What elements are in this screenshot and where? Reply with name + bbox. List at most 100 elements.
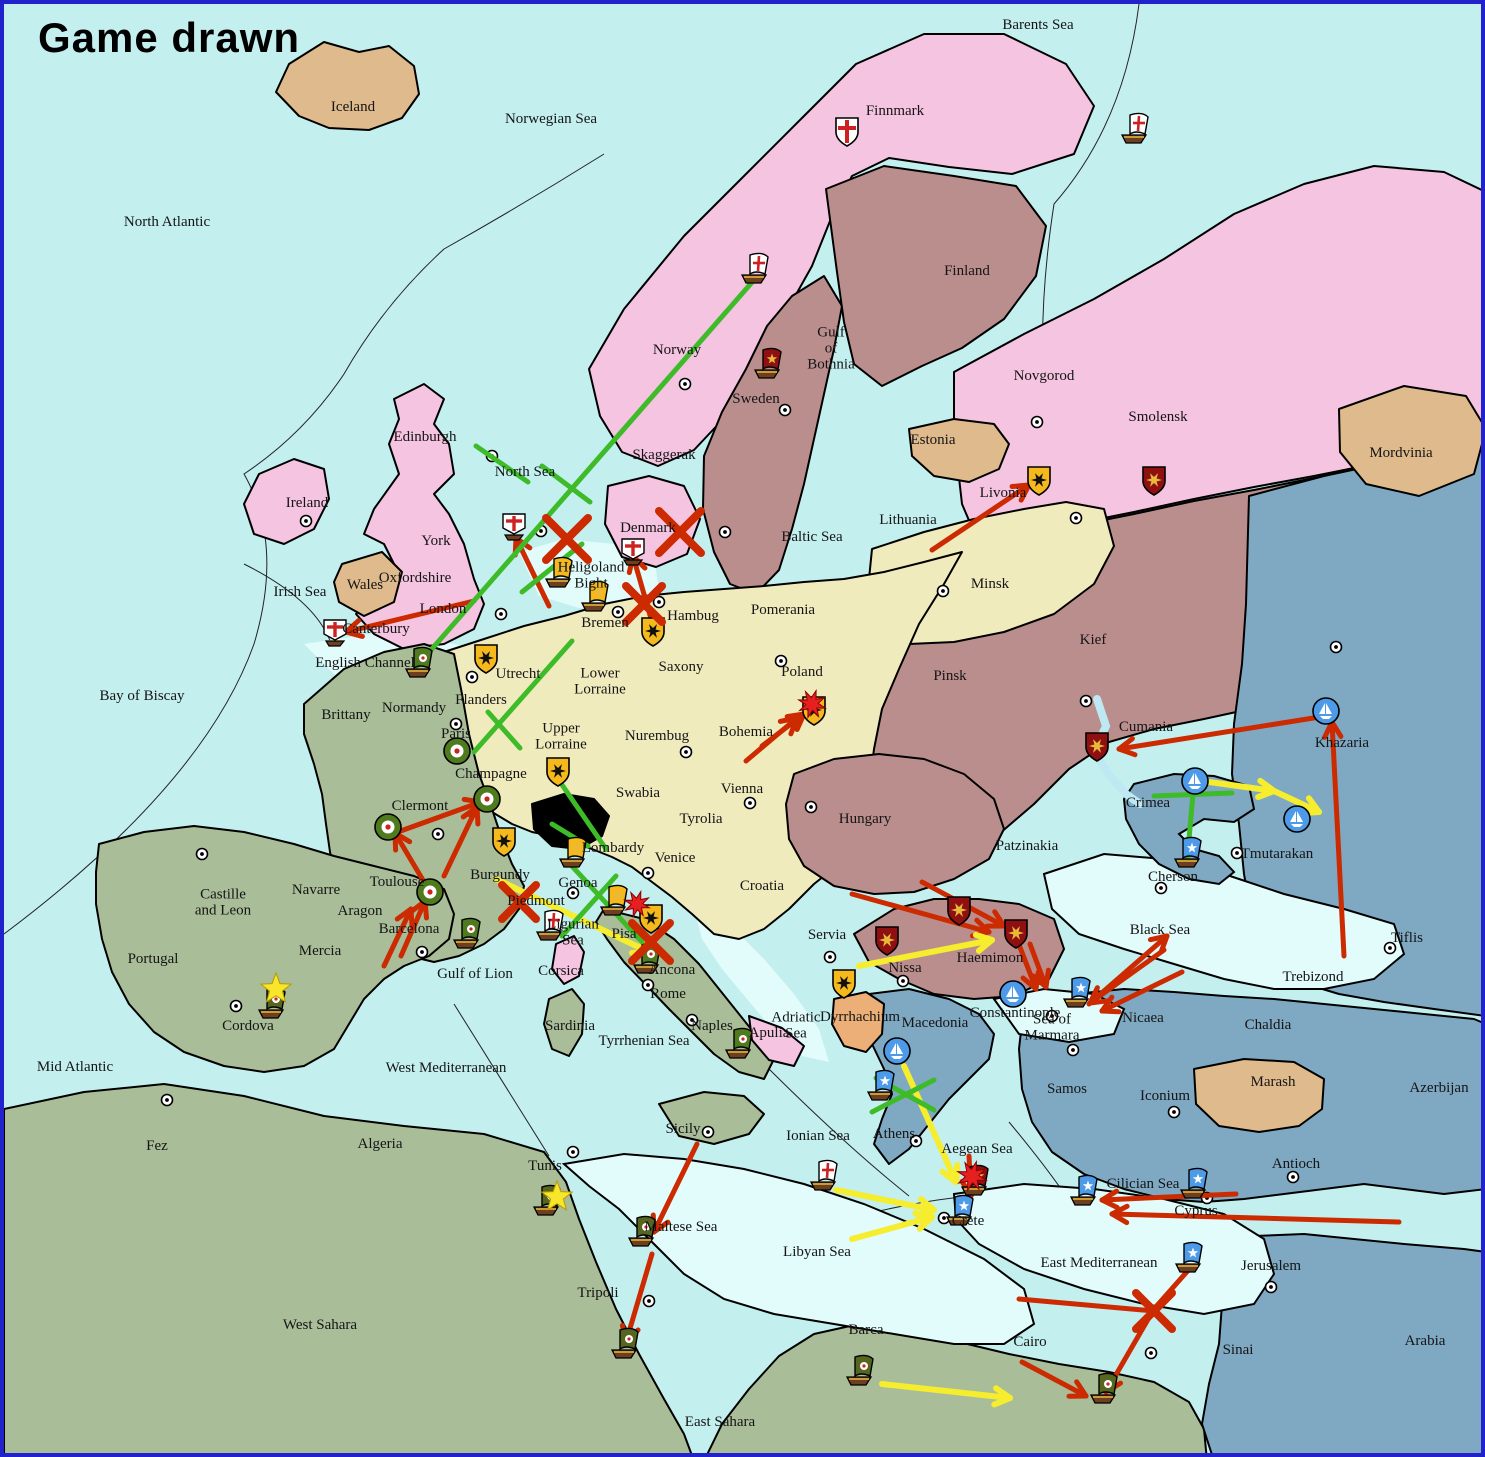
x-mark xyxy=(542,514,592,564)
turk-ship-unit xyxy=(945,1194,974,1226)
supply-center-dot xyxy=(678,377,692,391)
red-order-arrow xyxy=(929,482,1032,553)
egypt-ship-unit xyxy=(845,1354,874,1386)
germany-ship-unit xyxy=(580,580,609,612)
supply-center-dot xyxy=(679,745,693,759)
red-order-arrow xyxy=(1086,933,1170,1007)
supply-center-dot xyxy=(1066,1043,1080,1057)
red-order-arrow xyxy=(441,804,481,879)
red-order-arrow xyxy=(1322,719,1347,959)
mark-layer xyxy=(259,507,1176,1333)
byzantium-shield-unit xyxy=(1004,919,1028,949)
red-order-arrow xyxy=(1109,1203,1402,1226)
turk-roundel-unit xyxy=(1181,767,1209,795)
germany-shield-unit xyxy=(1027,466,1051,496)
region-dyrrhachium xyxy=(831,991,885,1053)
supply-center-dot xyxy=(431,827,445,841)
region-mordvinia xyxy=(1338,385,1481,497)
supply-center-dot xyxy=(909,1134,923,1148)
byzantium-shield-unit xyxy=(1142,466,1166,496)
burst-mark xyxy=(622,889,652,919)
supply-center-dot xyxy=(1079,694,1093,708)
green-order-arrow xyxy=(553,773,609,852)
green-order-arrow xyxy=(473,443,531,485)
supply-center-dot xyxy=(611,605,625,619)
red-order-arrow xyxy=(1116,713,1329,758)
france-roundel-unit xyxy=(473,785,501,813)
byzantium-shield-unit xyxy=(875,926,899,956)
green-order-arrow xyxy=(414,277,757,669)
supply-center-dot xyxy=(1167,1105,1181,1119)
region-ireland xyxy=(243,458,330,545)
france-roundel-unit xyxy=(374,813,402,841)
x-mark xyxy=(1132,1289,1176,1333)
supply-center-dot xyxy=(299,514,313,528)
green-order-arrow xyxy=(869,1077,937,1115)
germany-ship-unit xyxy=(544,556,573,588)
green-order-arrow xyxy=(539,463,593,505)
supply-center-dot xyxy=(566,1145,580,1159)
supply-center-dot xyxy=(1045,1009,1059,1023)
supply-center-dot xyxy=(652,595,666,609)
france-ship-unit xyxy=(724,1027,753,1059)
region-switzerland-black xyxy=(531,793,610,850)
germany-ship-unit xyxy=(558,836,587,868)
germany-shield-unit xyxy=(832,969,856,999)
region-iberia xyxy=(95,825,455,1073)
supply-center-dot xyxy=(449,717,463,731)
supply-center-dot xyxy=(1383,941,1397,955)
byzantium-shield-unit xyxy=(1085,732,1109,762)
unit-layer xyxy=(257,112,1340,1404)
supply-center-dot xyxy=(1264,1280,1278,1294)
yellow-order-arrow xyxy=(901,1063,961,1185)
supply-center-dot xyxy=(641,866,655,880)
supply-center-dot xyxy=(896,974,910,988)
supply-center-dot xyxy=(566,886,580,900)
supply-center-dot xyxy=(160,1093,174,1107)
france-ship-unit xyxy=(404,646,433,678)
france-ship-unit xyxy=(452,917,481,949)
turk-roundel-unit xyxy=(1312,697,1340,725)
germany-shield-unit xyxy=(639,904,663,934)
germany-shield-unit xyxy=(474,644,498,674)
turk-ship-unit xyxy=(1062,976,1091,1008)
red-order-arrow xyxy=(381,906,415,969)
region-north-africa-west xyxy=(4,1083,693,1453)
supply-center-dot xyxy=(465,670,479,684)
england-ship-unit xyxy=(809,1159,838,1191)
green-order-arrow xyxy=(471,638,575,755)
region-iceland xyxy=(275,41,420,131)
byzantium-ship-unit xyxy=(753,347,782,379)
region-sweden xyxy=(702,275,843,595)
england-ship-unit xyxy=(740,252,769,284)
supply-center-dot xyxy=(415,945,429,959)
supply-center-dot xyxy=(778,403,792,417)
red-order-arrow xyxy=(1099,1188,1239,1210)
england-ship-unit xyxy=(1120,112,1149,144)
region-corsica xyxy=(551,935,585,985)
region-apulia xyxy=(748,1015,805,1067)
supply-center-dot xyxy=(195,847,209,861)
supply-center-dot xyxy=(1329,640,1343,654)
red-order-arrow xyxy=(1019,1359,1089,1399)
england-pennant-unit xyxy=(502,513,526,541)
turk-ship-unit xyxy=(1174,1241,1203,1273)
x-mark xyxy=(622,582,666,626)
supply-center-dot xyxy=(1154,881,1168,895)
star-mark xyxy=(540,1179,574,1212)
supply-center-dot xyxy=(229,999,243,1013)
france-roundel-unit xyxy=(443,737,471,765)
supply-center-dot xyxy=(823,950,837,964)
supply-center-dot xyxy=(718,525,732,539)
england-pennant-unit xyxy=(621,538,645,566)
game-result-title: Game drawn xyxy=(38,14,301,61)
france-roundel-unit xyxy=(416,878,444,906)
region-sardinia xyxy=(543,988,585,1057)
germany-shield-unit xyxy=(492,827,516,857)
egypt-ship-unit xyxy=(1089,1372,1118,1404)
supply-center-dot xyxy=(936,584,950,598)
supply-center-dot xyxy=(642,1294,656,1308)
green-order-arrow xyxy=(567,861,645,945)
supply-center-dot xyxy=(1230,846,1244,860)
egypt-ship-unit xyxy=(610,1327,639,1359)
